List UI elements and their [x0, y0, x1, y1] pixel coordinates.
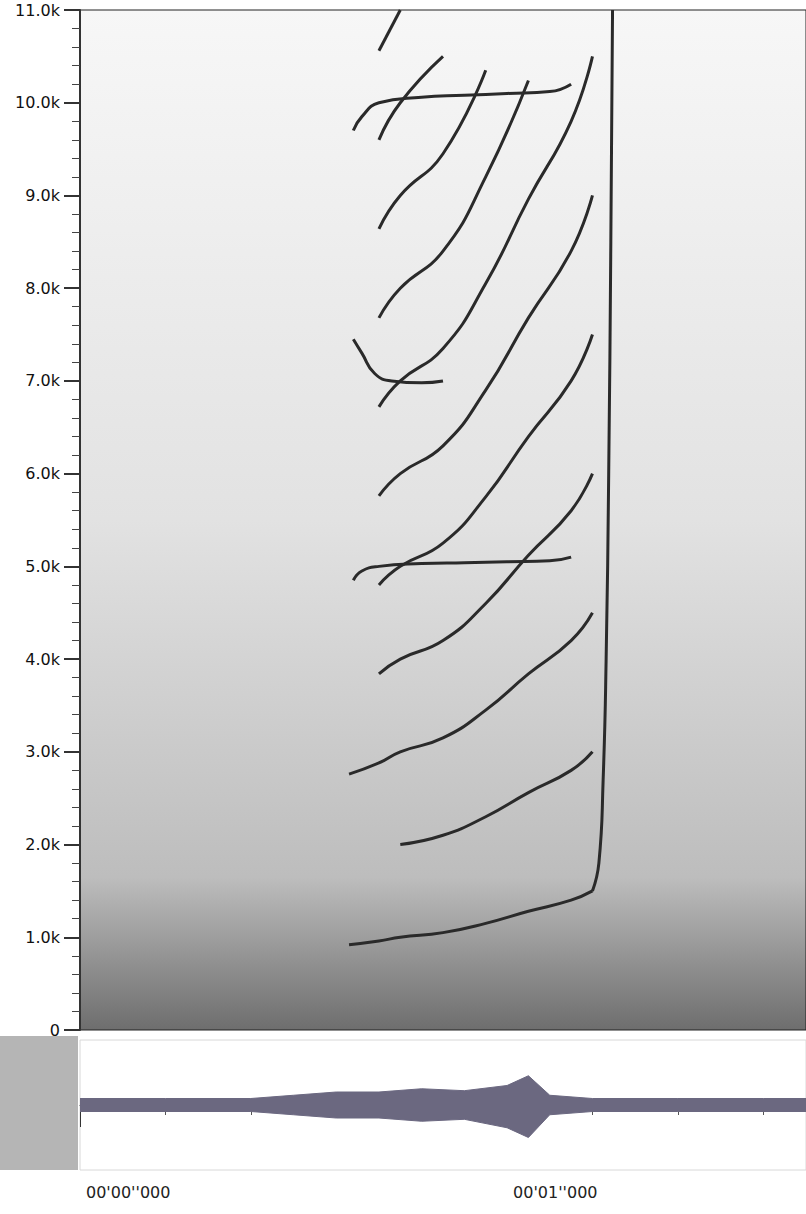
svg-text:0: 0	[50, 1021, 60, 1040]
svg-text:4.0k: 4.0k	[25, 650, 60, 669]
svg-text:00'00''000: 00'00''000	[86, 1183, 170, 1202]
svg-text:11.0k: 11.0k	[15, 1, 61, 20]
svg-text:1.0k: 1.0k	[25, 928, 60, 947]
svg-text:00'01''000: 00'01''000	[513, 1183, 597, 1202]
svg-text:2.0k: 2.0k	[25, 835, 60, 854]
svg-text:7.0k: 7.0k	[25, 371, 60, 390]
svg-text:3.0k: 3.0k	[25, 742, 60, 761]
svg-text:6.0k: 6.0k	[25, 464, 60, 483]
svg-text:5.0k: 5.0k	[25, 557, 60, 576]
svg-text:8.0k: 8.0k	[25, 279, 60, 298]
svg-text:10.0k: 10.0k	[15, 93, 61, 112]
svg-text:9.0k: 9.0k	[25, 186, 60, 205]
